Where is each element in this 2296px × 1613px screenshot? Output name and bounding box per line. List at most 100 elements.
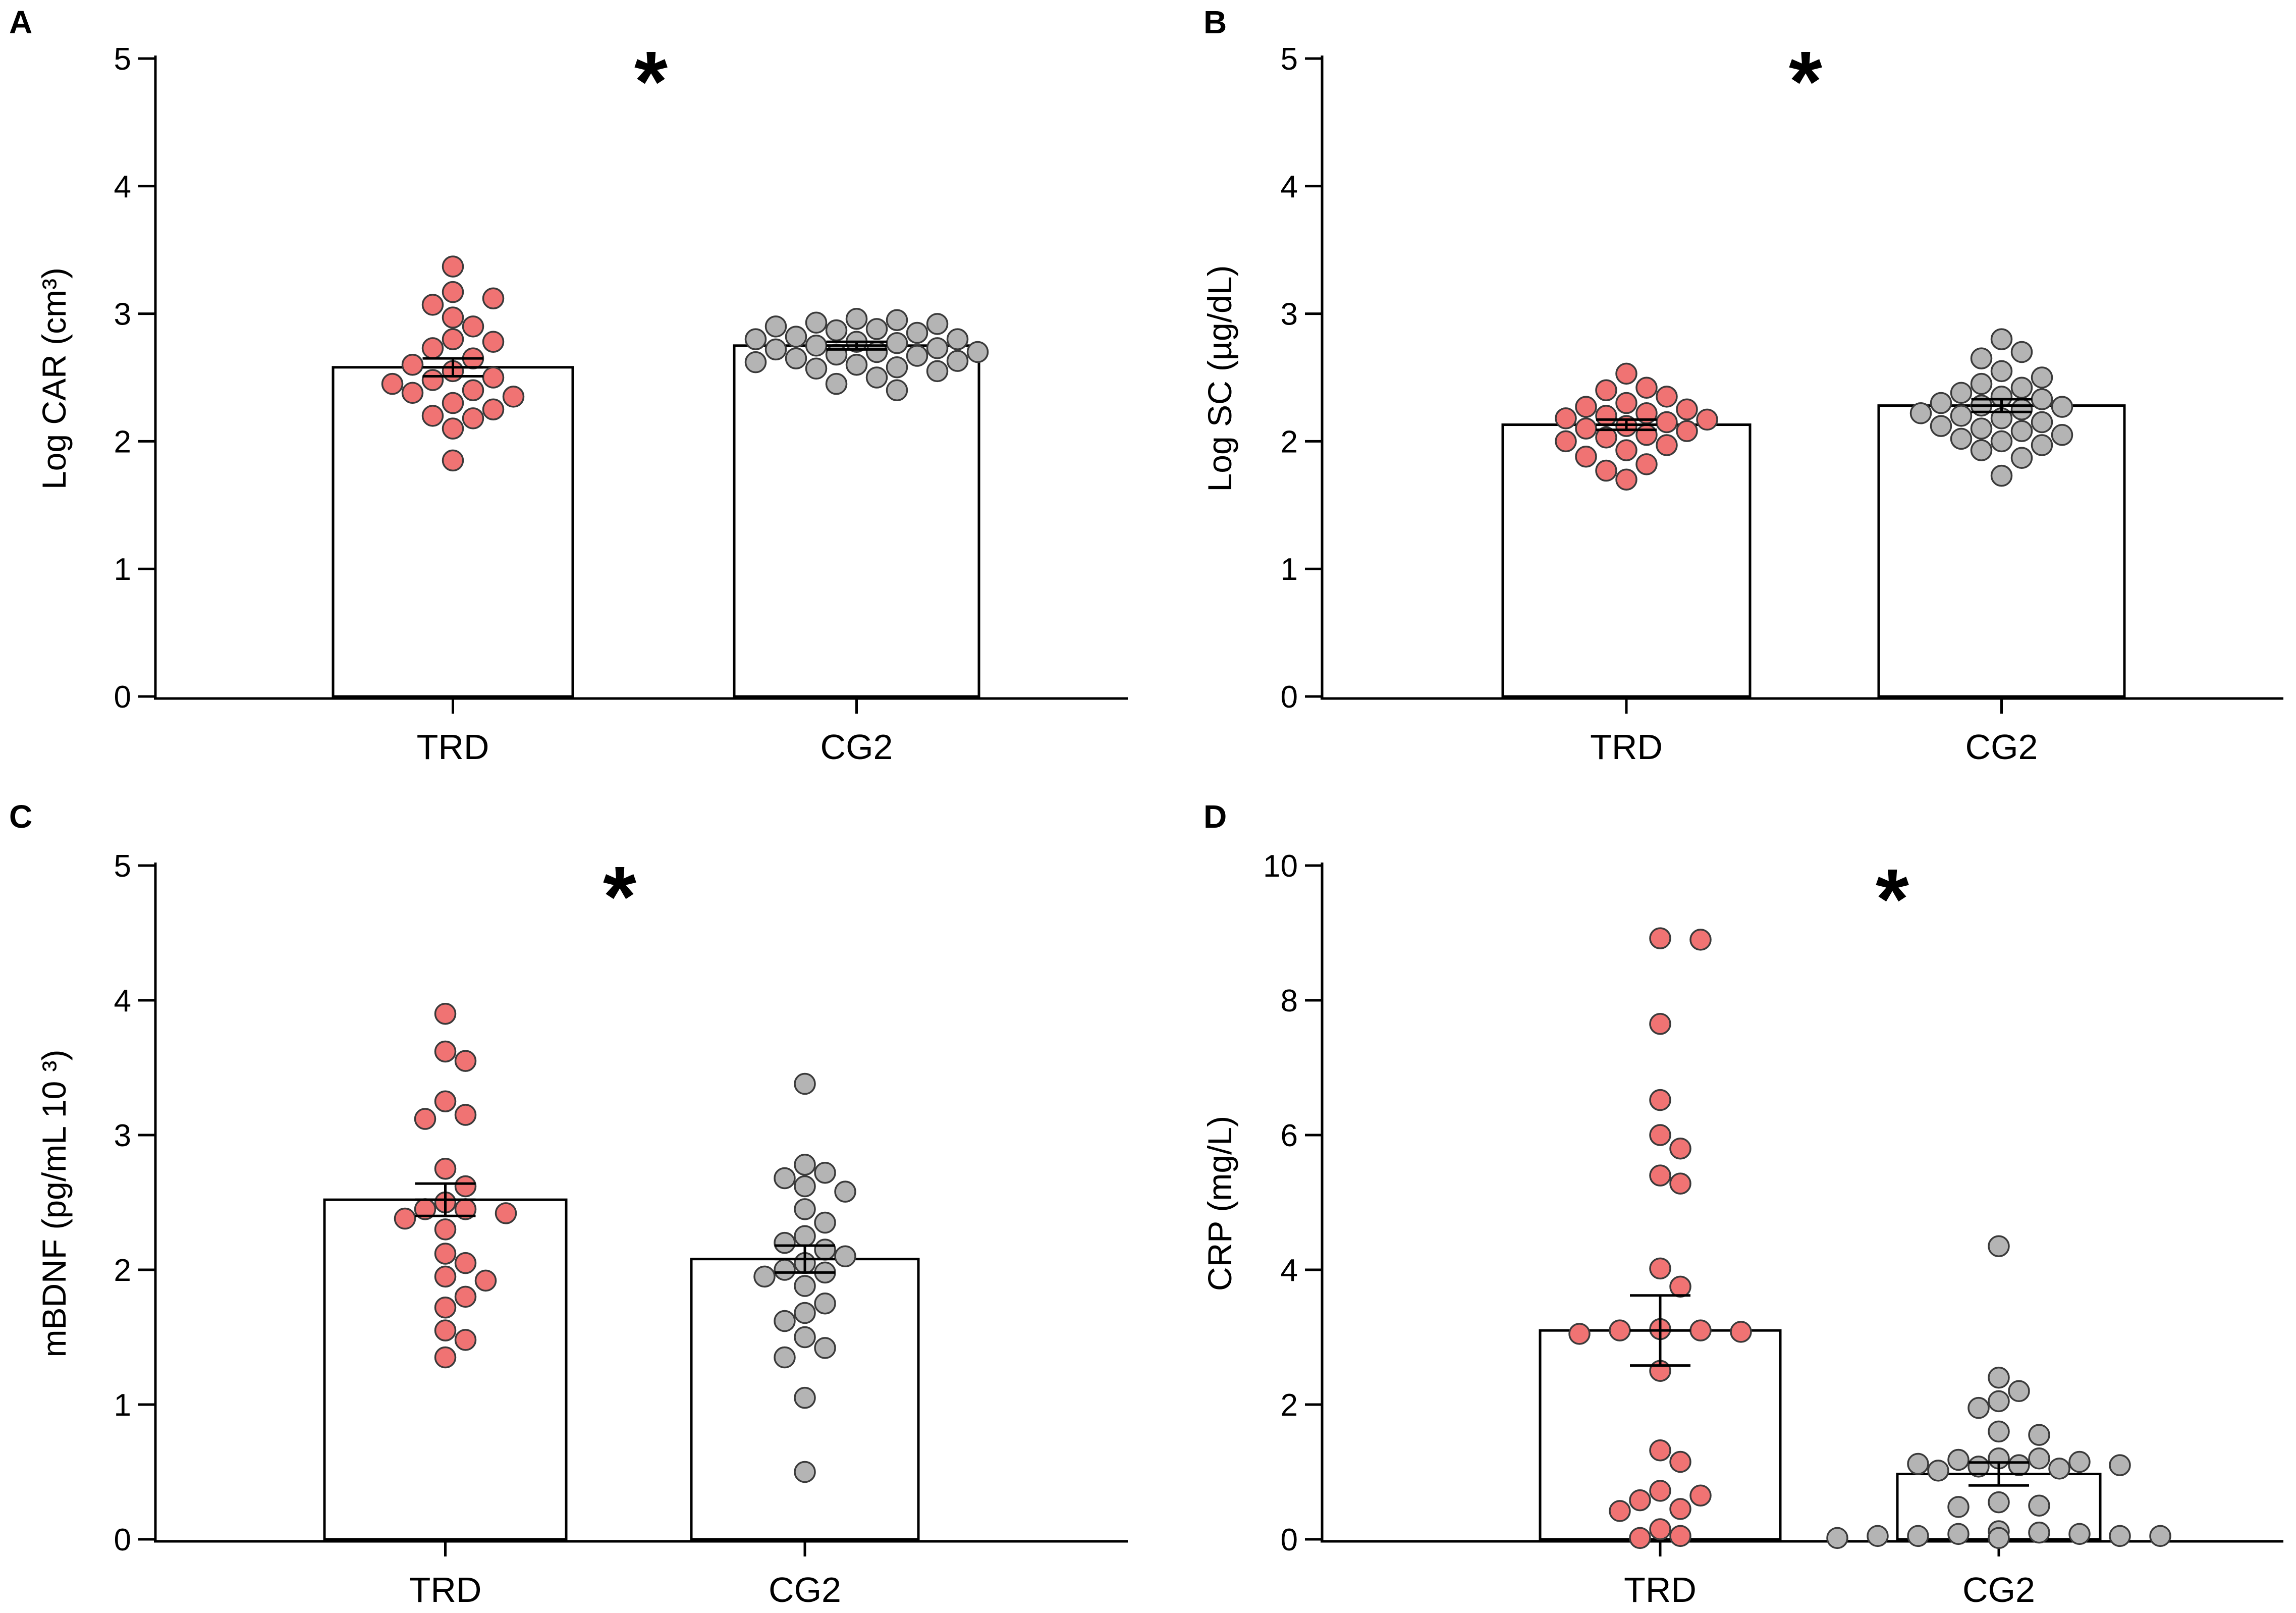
- data-point-cg2: [906, 345, 928, 367]
- data-point-cg2: [1988, 1491, 2010, 1514]
- bar-trd: [1501, 423, 1752, 698]
- data-point-cg2: [946, 350, 969, 372]
- data-point-cg2: [845, 353, 868, 376]
- data-point-cg2: [845, 307, 868, 330]
- data-point-trd: [482, 366, 505, 389]
- data-point-cg2: [2008, 1380, 2030, 1403]
- data-point-cg2: [1988, 1390, 2010, 1413]
- data-point-cg2: [805, 357, 828, 380]
- data-point-trd: [1669, 1525, 1691, 1547]
- data-point-cg2: [1930, 392, 1952, 414]
- data-point-cg2: [814, 1337, 836, 1359]
- data-point-cg2: [1909, 402, 1932, 424]
- y-axis-label: Log SC (µg/dL): [1201, 265, 1238, 492]
- data-point-trd: [1615, 439, 1637, 461]
- data-point-cg2: [1970, 417, 1993, 440]
- data-point-cg2: [1927, 1460, 1949, 1482]
- data-point-trd: [1649, 1164, 1671, 1187]
- data-point-cg2: [774, 1310, 796, 1332]
- data-point-cg2: [825, 319, 848, 342]
- panel-d: D 0 2 4 6 8 10 CRP (mg/L) TRD CG2 *: [1201, 798, 2283, 1609]
- data-point-trd: [1615, 362, 1637, 385]
- data-point-trd: [442, 328, 464, 350]
- data-point-trd: [1730, 1321, 1752, 1343]
- data-point-trd: [442, 449, 464, 472]
- y-axis-label: Log CAR (cm³): [35, 267, 73, 490]
- data-point-trd: [414, 1108, 436, 1130]
- data-point-trd: [1689, 1484, 1712, 1507]
- data-point-cg2: [2028, 1447, 2050, 1470]
- data-point-cg2: [2031, 434, 2053, 456]
- data-point-cg2: [1970, 372, 1993, 395]
- data-point-trd: [434, 1158, 457, 1180]
- panel-b: B 0 1 2 3 4 5 Log SC (µg/dL) TRD CG2 *: [1201, 4, 2283, 767]
- data-point-cg2: [764, 338, 787, 361]
- data-point-trd: [454, 1104, 477, 1126]
- y-tick-label: 10: [1263, 849, 1298, 884]
- data-point-cg2: [906, 321, 928, 344]
- data-point-cg2: [2010, 377, 2033, 399]
- data-point-cg2: [794, 1302, 816, 1324]
- data-point-trd: [1669, 1498, 1691, 1520]
- data-point-trd: [454, 1050, 477, 1072]
- data-point-trd: [1635, 424, 1658, 446]
- data-point-trd: [1575, 445, 1597, 468]
- data-point-trd: [1629, 1489, 1651, 1512]
- data-point-trd: [442, 392, 464, 414]
- y-tick-label: 0: [1281, 1523, 1298, 1557]
- y-tick-label: 2: [114, 424, 131, 459]
- data-point-cg2: [1867, 1525, 1889, 1547]
- data-point-trd: [434, 1243, 457, 1265]
- data-point-trd: [1669, 1172, 1691, 1195]
- data-point-cg2: [794, 1198, 816, 1220]
- data-point-trd: [1635, 377, 1658, 399]
- data-point-trd: [474, 1269, 497, 1292]
- data-point-cg2: [794, 1386, 816, 1409]
- y-tick-label: 8: [1281, 984, 1298, 1018]
- y-tick-label: 3: [1281, 297, 1298, 332]
- data-point-cg2: [1970, 439, 1993, 461]
- data-point-cg2: [794, 1175, 816, 1198]
- data-point-cg2: [2048, 1458, 2070, 1480]
- x-tick-label: TRD: [1590, 727, 1663, 767]
- data-point-trd: [482, 398, 505, 420]
- data-point-trd: [454, 1175, 477, 1198]
- significance-marker: *: [1876, 851, 1909, 947]
- data-point-cg2: [814, 1162, 836, 1184]
- data-point-cg2: [1988, 1366, 2010, 1389]
- data-point-cg2: [2008, 1454, 2030, 1476]
- y-tick-label: 1: [114, 1388, 131, 1423]
- data-point-trd: [1609, 1319, 1631, 1341]
- panel-letter: B: [1204, 4, 1227, 40]
- y-tick-label: 5: [1281, 42, 1298, 77]
- significance-marker: *: [603, 849, 636, 945]
- y-tick-label: 6: [1281, 1118, 1298, 1153]
- data-point-cg2: [2051, 424, 2073, 446]
- data-point-cg2: [1907, 1453, 1929, 1475]
- data-point-trd: [1555, 430, 1577, 453]
- data-point-cg2: [834, 1245, 856, 1268]
- data-point-cg2: [1967, 1396, 1990, 1419]
- data-point-trd: [421, 337, 444, 359]
- data-point-cg2: [744, 328, 767, 350]
- data-point-trd: [381, 372, 404, 395]
- data-point-trd: [1669, 1450, 1691, 1473]
- data-point-cg2: [1950, 382, 1973, 404]
- data-point-trd: [1649, 927, 1671, 949]
- data-point-cg2: [1947, 1448, 1970, 1471]
- data-point-cg2: [865, 318, 888, 340]
- data-point-trd: [482, 287, 505, 310]
- data-point-trd: [1635, 453, 1658, 475]
- y-tick-label: 4: [1281, 1253, 1298, 1288]
- data-point-trd: [1649, 1089, 1671, 1111]
- data-point-trd: [482, 331, 505, 353]
- y-tick-label: 0: [114, 1523, 131, 1557]
- data-point-trd: [1595, 426, 1617, 449]
- data-point-trd: [1615, 468, 1637, 491]
- data-point-cg2: [814, 1239, 836, 1261]
- data-point-trd: [454, 1252, 477, 1274]
- x-tick-label: CG2: [1962, 1570, 2035, 1609]
- data-point-cg2: [2028, 1424, 2050, 1446]
- panel-letter: A: [9, 4, 32, 40]
- data-point-cg2: [794, 1225, 816, 1247]
